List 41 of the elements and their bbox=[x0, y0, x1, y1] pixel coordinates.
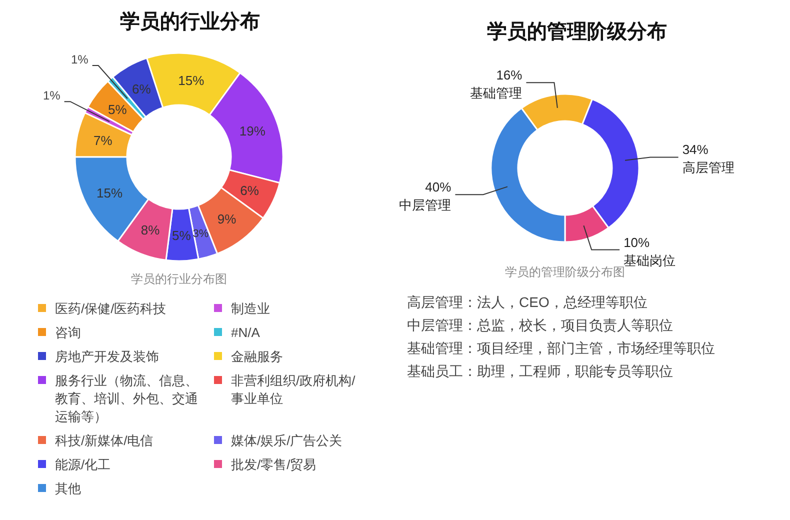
legend-label: 科技/新媒体/电信 bbox=[55, 433, 154, 448]
data-label: 7% bbox=[93, 132, 113, 148]
data-label: 15% bbox=[178, 72, 205, 88]
data-label: 19% bbox=[239, 124, 266, 139]
legend-label: 制造业 bbox=[231, 301, 270, 316]
text: 学员的行业分布图 bbox=[131, 272, 227, 286]
legend-label: 房地产开发及装饰 bbox=[55, 349, 159, 364]
legend-label: 其他 bbox=[55, 481, 81, 496]
data-label: 5% bbox=[172, 228, 192, 243]
text: 基础员工：助理，工程师，职能专员等职位 bbox=[407, 363, 673, 379]
data-label: 9% bbox=[217, 212, 237, 227]
data-label: 10% bbox=[624, 234, 650, 250]
slice-label: 基础岗位 bbox=[624, 252, 676, 268]
chart-title: 学员的行业分布 bbox=[120, 11, 260, 33]
legend-label: 咨询 bbox=[55, 325, 81, 340]
data-label: 5% bbox=[108, 102, 128, 118]
legend-label: 能源/化工 bbox=[55, 457, 111, 472]
chart-title: 学员的管理阶级分布 bbox=[487, 21, 667, 43]
data-label: 1% bbox=[42, 88, 61, 103]
data-label: 16% bbox=[496, 68, 523, 83]
data-label: 15% bbox=[96, 185, 123, 200]
text: 中层管理：总监，校长，项目负责人等职位 bbox=[407, 317, 673, 333]
text: 学员的管理阶级分布图 bbox=[505, 265, 625, 279]
data-label: 6% bbox=[240, 183, 260, 198]
legend-label: #N/A bbox=[231, 325, 260, 340]
slice-label: 高层管理 bbox=[682, 160, 734, 176]
legend-label: 服务行业（物流、信息、教育、培训、外包、交通运输等） bbox=[55, 373, 198, 424]
data-label: 40% bbox=[425, 180, 452, 195]
data-label: 8% bbox=[140, 222, 160, 238]
data-label: 6% bbox=[132, 82, 152, 97]
legend-label: 批发/零售/贸易 bbox=[231, 457, 316, 472]
legend-label: 金融服务 bbox=[231, 349, 283, 364]
slice-label: 中层管理 bbox=[399, 198, 452, 213]
legend-label: 媒体/娱乐/广告公关 bbox=[231, 433, 342, 448]
data-label: 34% bbox=[682, 142, 709, 158]
data-label: 1% bbox=[70, 52, 89, 66]
text: 基础管理：项目经理，部门主管，市场经理等职位 bbox=[407, 340, 715, 356]
legend-label: 医药/保健/医药科技 bbox=[55, 301, 166, 316]
text: 高层管理：法人，CEO，总经理等职位 bbox=[407, 294, 648, 310]
legend-label: 非营利组织/政府机构/事业单位 bbox=[231, 373, 356, 406]
slice-label: 基础管理 bbox=[470, 86, 522, 101]
